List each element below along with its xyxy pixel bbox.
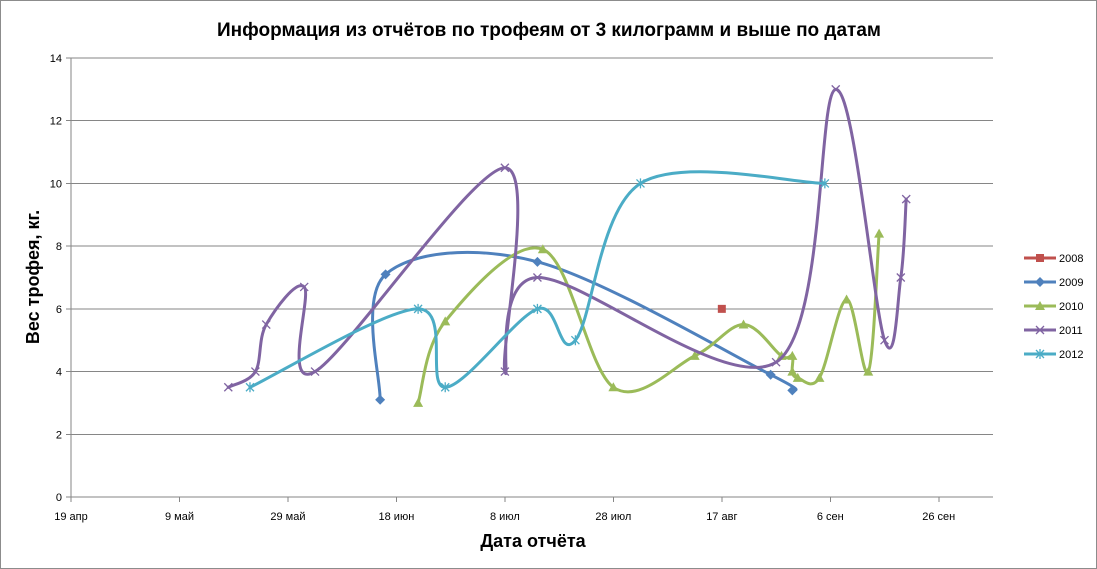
gridlines <box>71 57 993 498</box>
data-point-2011 <box>532 273 542 282</box>
data-point-2010 <box>440 316 451 326</box>
x-tick-label: 19 апр <box>54 511 87 523</box>
data-point-2009 <box>380 269 391 280</box>
data-point-2010 <box>689 350 700 360</box>
x-tick-label: 18 июн <box>379 511 415 523</box>
data-point-2011 <box>223 382 233 392</box>
legend-label-2009: 2009 <box>1059 277 1083 289</box>
data-point-2011 <box>299 282 309 292</box>
y-tick-label: 10 <box>50 178 62 190</box>
legend-label-2011: 2011 <box>1059 325 1083 337</box>
legend-marker-2010 <box>1035 301 1045 310</box>
x-tick-label: 9 май <box>165 511 194 523</box>
data-point-2011 <box>880 335 889 345</box>
legend-item-2009: 2009 <box>1024 277 1083 289</box>
data-point-2011 <box>771 357 781 367</box>
data-point-2010 <box>863 366 874 376</box>
data-point-2010 <box>413 397 424 407</box>
y-tick-label: 12 <box>50 116 62 128</box>
data-point-2010 <box>787 350 798 360</box>
data-point-2011 <box>261 320 271 329</box>
data-point-2010 <box>792 372 803 382</box>
x-tick-label: 28 июл <box>595 511 631 523</box>
data-point-2009 <box>375 394 386 405</box>
legend: 2008 2009 2010 2011 2012 <box>1024 253 1083 361</box>
chart-title: Информация из отчётов по трофеям от 3 ки… <box>217 20 881 41</box>
data-point-2012 <box>413 303 423 314</box>
series-lines <box>223 84 911 407</box>
data-point-2010 <box>537 244 548 254</box>
series-2008 <box>717 304 726 313</box>
series-2009 <box>371 250 798 405</box>
data-point-2012 <box>820 178 830 189</box>
legend-label-2010: 2010 <box>1059 301 1083 313</box>
legend-marker-2008 <box>1036 254 1044 262</box>
y-tick-label: 6 <box>56 304 62 316</box>
y-tick-label: 4 <box>56 367 62 379</box>
legend-item-2012: 2012 <box>1024 349 1083 361</box>
data-point-2011 <box>500 367 510 377</box>
data-point-2009 <box>532 256 543 267</box>
data-point-2010 <box>814 372 825 382</box>
legend-item-2010: 2010 <box>1024 301 1083 313</box>
data-point-2011 <box>831 84 841 94</box>
data-point-2010 <box>738 319 749 329</box>
data-point-2009 <box>787 385 798 396</box>
data-point-2010 <box>608 382 619 392</box>
x-tick-label: 8 июл <box>490 511 520 523</box>
series-line-2012 <box>248 170 827 389</box>
legend-item-2011: 2011 <box>1024 325 1083 337</box>
series-line-2011 <box>226 87 908 389</box>
axes: 0 2 4 6 8 10 12 14 19 апр 9 май 29 май 18 июн 8 июл 2… <box>50 53 956 523</box>
legend-marker-2011 <box>1035 325 1045 335</box>
y-axis-title: Вес трофея, кг. <box>23 210 43 344</box>
legend-marker-2012 <box>1035 349 1045 359</box>
series-line-2010 <box>416 232 881 405</box>
data-point-2011 <box>250 367 260 377</box>
legend-item-2008: 2008 <box>1024 253 1083 265</box>
data-point-2011 <box>896 273 906 282</box>
y-tick-label: 2 <box>56 429 62 441</box>
y-tick-label: 14 <box>50 53 62 65</box>
data-point-2012 <box>532 303 542 314</box>
data-point-2010 <box>787 366 798 376</box>
data-point-2010 <box>776 350 787 360</box>
x-tick-label: 17 авг <box>706 511 737 523</box>
x-tick-label: 29 май <box>270 511 305 523</box>
data-point-2012 <box>245 382 255 393</box>
series-2011 <box>223 84 911 392</box>
x-tick-label: 6 сен <box>817 511 844 523</box>
data-point-2010 <box>841 294 852 304</box>
data-point-2011 <box>901 194 911 204</box>
data-point-2012 <box>440 382 450 393</box>
legend-label-2012: 2012 <box>1059 349 1083 361</box>
data-point-2012 <box>636 178 645 189</box>
y-tick-label: 0 <box>56 492 62 504</box>
series-2010 <box>413 228 885 407</box>
data-point-2011 <box>310 367 320 377</box>
x-axis-title: Дата отчёта <box>480 531 586 551</box>
data-point-2008 <box>717 304 726 313</box>
data-point-2009 <box>765 369 776 380</box>
data-point-2010 <box>874 228 885 238</box>
x-tick-label: 26 сен <box>922 511 955 523</box>
data-point-2011 <box>500 163 510 173</box>
data-point-2012 <box>570 335 580 346</box>
legend-label-2008: 2008 <box>1059 253 1083 265</box>
y-tick-label: 8 <box>56 241 62 253</box>
series-2012 <box>245 170 830 393</box>
legend-marker-2009 <box>1035 277 1045 287</box>
